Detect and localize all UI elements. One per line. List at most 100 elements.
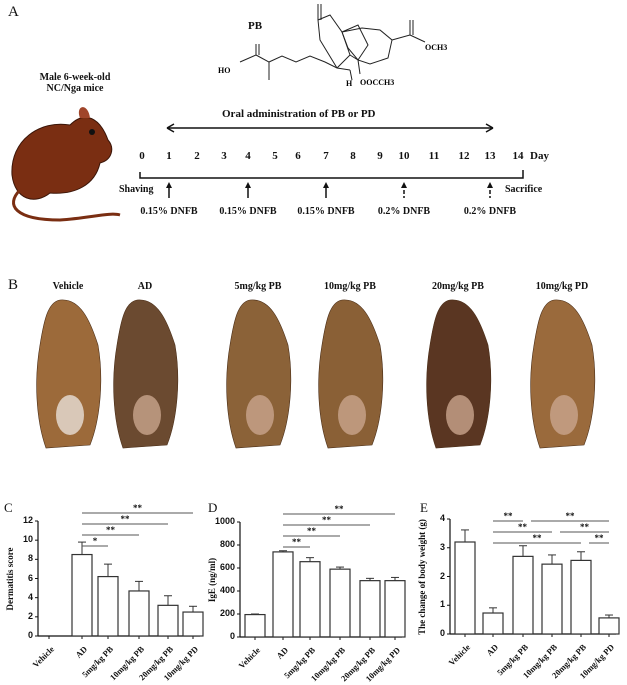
day-tick-label: 2 <box>194 150 200 162</box>
mouse-photo <box>36 299 102 449</box>
day-tick-label: 0 <box>139 150 145 162</box>
dnfb-label: 0.15% DNFB <box>140 206 198 217</box>
panel-b-label: B <box>8 277 19 293</box>
y-tick-label: 12 <box>22 515 33 525</box>
y-tick-label: 6 <box>27 572 33 583</box>
y-axis-label: The change of body weight (g) <box>417 518 427 635</box>
group-label: 5mg/kg PB <box>234 281 282 292</box>
dnfb-arrowhead <box>166 182 172 188</box>
shaving-label: Shaving <box>119 184 154 195</box>
mouse-belly <box>56 395 84 435</box>
significance-label: ** <box>120 514 130 524</box>
y-tick-label: 3 <box>439 541 445 552</box>
day-tick-label: 8 <box>350 150 356 162</box>
y-tick-label: 2 <box>27 610 33 621</box>
day-tick-label: 9 <box>377 150 383 162</box>
day-unit-label: Day <box>530 150 549 162</box>
significance-label: ** <box>565 511 575 521</box>
chem-h: H <box>346 79 353 88</box>
y-axis-label: Dermatitis score <box>5 546 15 611</box>
day-tick-label: 1 <box>166 150 172 162</box>
day-tick-label: 5 <box>272 150 278 162</box>
group-label: AD <box>137 281 153 292</box>
y-axis-label: IgE (ng/ml) <box>207 557 217 602</box>
day-tick-label: 4 <box>245 150 251 162</box>
day-tick-label: 6 <box>295 150 301 162</box>
significance-label: ** <box>594 533 604 543</box>
y-tick-label: 0 <box>229 631 235 641</box>
bar <box>454 541 476 635</box>
day-tick-label: 11 <box>428 150 440 162</box>
bar <box>71 553 93 637</box>
significance-label: ** <box>307 526 316 536</box>
bar <box>570 559 592 635</box>
mouse-photo <box>530 299 596 449</box>
mouse-belly <box>550 395 578 435</box>
mouse-belly <box>246 395 274 435</box>
bar <box>128 590 150 637</box>
timeline-axis <box>139 170 524 179</box>
day-tick-label: 13 <box>484 150 496 162</box>
bar <box>482 612 504 635</box>
group-label: 10mg/kg PB <box>324 281 376 292</box>
bar <box>97 575 119 637</box>
bar <box>244 613 266 638</box>
y-tick-label: 4 <box>439 513 445 523</box>
chem-ooch3: OOCCH3 <box>360 78 394 87</box>
panel-a-label: A <box>8 4 19 20</box>
mouse-belly <box>446 395 474 435</box>
chem-ho: HO <box>218 66 230 75</box>
bar <box>598 617 620 635</box>
mice-line-1: Male 6-week-old <box>39 72 111 83</box>
y-tick-label: 0 <box>27 630 33 640</box>
mouse-photo <box>113 299 179 449</box>
bar <box>272 551 294 638</box>
bar <box>359 580 381 638</box>
significance-label: ** <box>518 522 527 532</box>
y-tick-label: 600 <box>219 562 235 572</box>
y-tick-label: 1000 <box>214 516 235 526</box>
significance-label: ** <box>532 533 542 543</box>
y-tick-label: 200 <box>219 608 235 618</box>
y-tick-label: 8 <box>27 553 33 564</box>
y-tick-label: 400 <box>219 585 235 595</box>
bar <box>384 580 406 638</box>
significance-label: ** <box>580 522 589 532</box>
dnfb-label: 0.15% DNFB <box>219 206 277 217</box>
significance-label: ** <box>334 504 344 514</box>
y-tick-label: 10 <box>22 534 33 545</box>
y-tick-label: 800 <box>219 539 235 549</box>
bar <box>157 604 179 637</box>
bar <box>299 561 321 638</box>
dnfb-arrowhead <box>401 182 407 188</box>
mice-description: Male 6-week-old NC/Nga mice <box>30 72 120 94</box>
significance-label: ** <box>133 503 142 513</box>
day-tick-label: 7 <box>323 150 329 162</box>
sacrifice-label: Sacrifice <box>505 184 543 195</box>
group-label: 20mg/kg PB <box>432 281 484 292</box>
mouse-belly <box>133 395 161 435</box>
dnfb-label: 0.2% DNFB <box>463 206 517 217</box>
compound-label: PB <box>248 20 263 32</box>
significance-label: ** <box>322 515 331 525</box>
mouse-photo <box>426 299 492 449</box>
day-tick-label: 10 <box>398 150 410 162</box>
significance-label: ** <box>106 525 115 535</box>
significance-label: ** <box>503 511 513 521</box>
panel-d-label: D <box>208 500 218 515</box>
significance-label: ** <box>292 537 301 547</box>
group-label: Vehicle <box>52 281 84 292</box>
dnfb-arrowhead <box>245 182 251 188</box>
significance-label: * <box>92 536 98 546</box>
day-tick-label: 12 <box>458 150 470 162</box>
day-tick-label: 14 <box>512 150 524 162</box>
bar <box>541 563 563 635</box>
y-tick-label: 2 <box>439 570 445 581</box>
mice-line-2: NC/Nga mice <box>46 83 104 94</box>
y-tick-label: 4 <box>27 591 33 602</box>
